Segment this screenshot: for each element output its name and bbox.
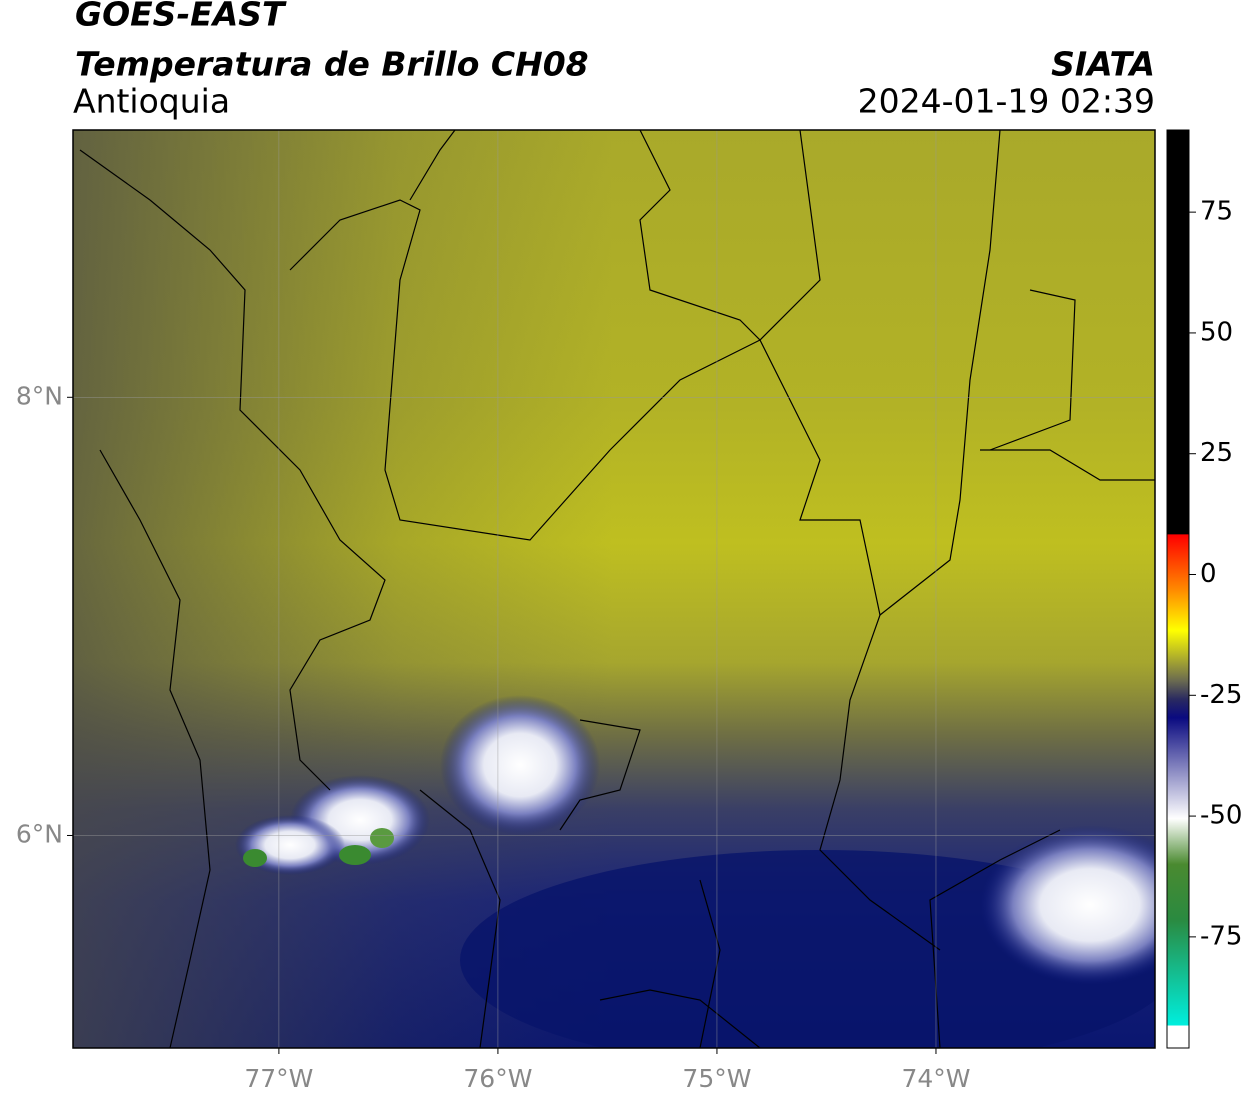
x-tick-label: 74°W (901, 1064, 970, 1093)
map-image (73, 130, 1155, 1048)
map-frame (72, 129, 1156, 1049)
x-tick-label: 77°W (244, 1064, 313, 1093)
source: SIATA (1051, 45, 1155, 84)
colorbar-tick-label: -25 (1200, 680, 1242, 710)
colorbar-tick-label: 50 (1200, 317, 1233, 347)
colorbar (1166, 129, 1190, 1049)
colorbar-tick-label: 75 (1200, 197, 1233, 227)
subtitle: Temperatura de Brillo CH08 (75, 45, 589, 84)
y-tick-label: 6°N (16, 819, 63, 848)
title: GOES-EAST (75, 0, 287, 34)
datetime: 2024-01-19 02:39 (858, 82, 1155, 121)
colorbar-tick-label: -50 (1200, 801, 1242, 831)
x-tick-label: 76°W (463, 1064, 532, 1093)
colorbar-tick-label: 25 (1200, 438, 1233, 468)
colorbar-tick-label: -75 (1200, 921, 1242, 951)
y-tick-label: 8°N (16, 381, 63, 410)
region: Antioquia (73, 82, 230, 121)
colorbar-tick-label: 0 (1200, 559, 1217, 589)
grid (73, 130, 1155, 1048)
axes: 77°W 76°W 75°W 74°W 8°N 6°N 75 50 25 0 -25 -50 -75 (16, 197, 1243, 1093)
x-tick-label: 75°W (682, 1064, 751, 1093)
